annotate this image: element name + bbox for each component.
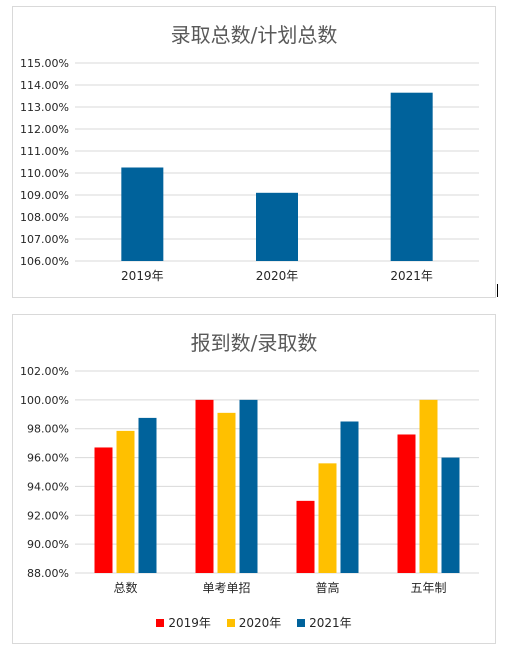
- bar: [397, 434, 416, 573]
- x-category-label: 2019年: [121, 269, 164, 283]
- y-tick-label: 90.00%: [27, 538, 69, 551]
- bar: [390, 92, 433, 261]
- legend-item-2021: 2021年: [297, 614, 352, 631]
- y-tick-label: 110.00%: [20, 167, 69, 180]
- x-category-label: 2020年: [256, 269, 299, 283]
- x-category-label: 总数: [113, 580, 137, 595]
- bar: [419, 399, 438, 573]
- y-tick-label: 112.00%: [20, 123, 69, 136]
- bar: [195, 399, 214, 573]
- y-tick-label: 113.00%: [20, 101, 69, 114]
- y-tick-label: 108.00%: [20, 211, 69, 224]
- bar: [296, 500, 315, 573]
- legend-label-2021: 2021年: [309, 616, 352, 630]
- chart-1-title: 录取总数/计划总数: [170, 23, 338, 47]
- chart-2-legend: 2019年 2020年 2021年: [13, 614, 495, 631]
- legend-swatch-2019: [156, 619, 165, 627]
- bar: [318, 463, 337, 573]
- y-tick-label: 109.00%: [20, 189, 69, 202]
- bar: [340, 421, 359, 573]
- y-tick-label: 111.00%: [20, 145, 69, 158]
- y-tick-label: 106.00%: [20, 255, 69, 268]
- y-tick-label: 100.00%: [20, 394, 69, 407]
- legend-item-2020: 2020年: [226, 614, 282, 631]
- y-tick-label: 96.00%: [27, 452, 69, 465]
- x-category-label: 单考单招: [202, 581, 250, 595]
- legend-swatch-2020: [226, 619, 235, 627]
- bar: [116, 430, 135, 573]
- y-tick-label: 102.00%: [20, 365, 69, 378]
- legend-swatch-2021: [297, 619, 306, 627]
- bar: [239, 399, 258, 573]
- legend-label-2019: 2019年: [168, 616, 211, 630]
- chart-2-title: 报到数/录取数: [190, 331, 318, 355]
- x-category-label: 2021年: [390, 269, 433, 283]
- chart-1-svg: 106.00% 107.00% 108.00% 109.00% 110.00% 111.0…: [20, 57, 479, 283]
- bar: [138, 417, 157, 573]
- y-tick-label: 115.00%: [20, 57, 69, 70]
- y-tick-label: 107.00%: [20, 233, 69, 246]
- y-tick-label: 114.00%: [20, 79, 69, 92]
- legend-item-2019: 2019年: [156, 614, 211, 631]
- bar: [217, 412, 236, 573]
- legend-label-2020: 2020年: [238, 616, 282, 630]
- chart-1-panel: 录取总数/计划总数 106.00% 107.00% 108.00% 109.00% 11…: [12, 6, 496, 298]
- bar: [256, 192, 298, 261]
- text-cursor: [497, 284, 498, 297]
- bar: [121, 167, 164, 261]
- x-category-label: 五年制: [410, 581, 446, 595]
- y-tick-label: 92.00%: [27, 509, 69, 522]
- chart-2-panel: 报到数/录取数 88.00% 90.00% 92.00% 94.00% 96.00% 98…: [12, 314, 496, 644]
- y-tick-label: 94.00%: [27, 480, 69, 493]
- bar: [441, 457, 460, 573]
- y-tick-label: 98.00%: [27, 423, 69, 436]
- y-tick-label: 88.00%: [27, 567, 69, 580]
- x-category-label: 普高: [315, 580, 339, 595]
- bar: [94, 447, 113, 573]
- chart-2-svg: 88.00% 90.00% 92.00% 94.00% 96.00% 98.00% 100.…: [20, 365, 479, 595]
